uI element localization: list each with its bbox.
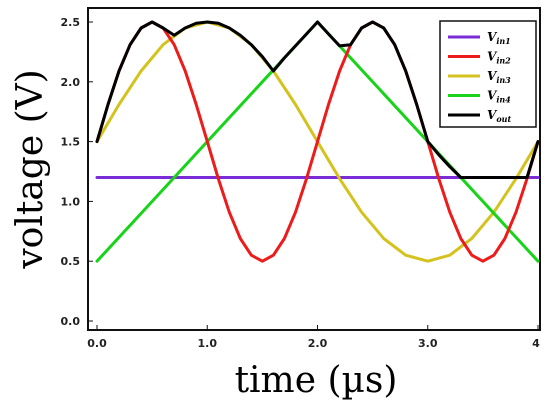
legend: Vin1 Vin2 Vin3 Vin4 Vout: [439, 20, 537, 128]
legend-items: Vin1 Vin2 Vin3 Vin4 Vout: [448, 30, 511, 124]
x-tick-label: 4: [532, 337, 540, 350]
y-tick-label: 2.0: [61, 76, 81, 89]
legend-label: Vout: [487, 108, 511, 124]
axis-ticks: 0.0 1.0 2.0 3.0 4 0.0 0.5 1.0 1.5 2.0 2.5: [61, 16, 541, 350]
y-tick-label: 1.0: [61, 195, 81, 208]
legend-box: [439, 20, 537, 128]
y-tick-label: 0.0: [61, 315, 81, 328]
legend-label: Vin2: [487, 50, 511, 66]
x-tick-label: 3.0: [418, 337, 438, 350]
y-tick-label: 2.5: [61, 16, 81, 29]
series-group: [95, 20, 540, 263]
legend-label: Vin4: [487, 89, 511, 105]
legend-label: Vin1: [487, 30, 511, 46]
y-tick-label: 1.5: [61, 136, 81, 149]
y-tick-label: 0.5: [61, 255, 81, 268]
x-tick-label: 2.0: [308, 337, 328, 350]
y-axis-label: voltage (V): [10, 69, 51, 269]
x-axis-label: time (µs): [235, 360, 398, 401]
x-tick-label: 1.0: [198, 337, 218, 350]
series-line-v-out: [95, 20, 540, 179]
x-tick-label: 0.0: [87, 337, 107, 350]
series-line-v-in2: [95, 20, 540, 263]
legend-label: Vin3: [487, 69, 511, 85]
